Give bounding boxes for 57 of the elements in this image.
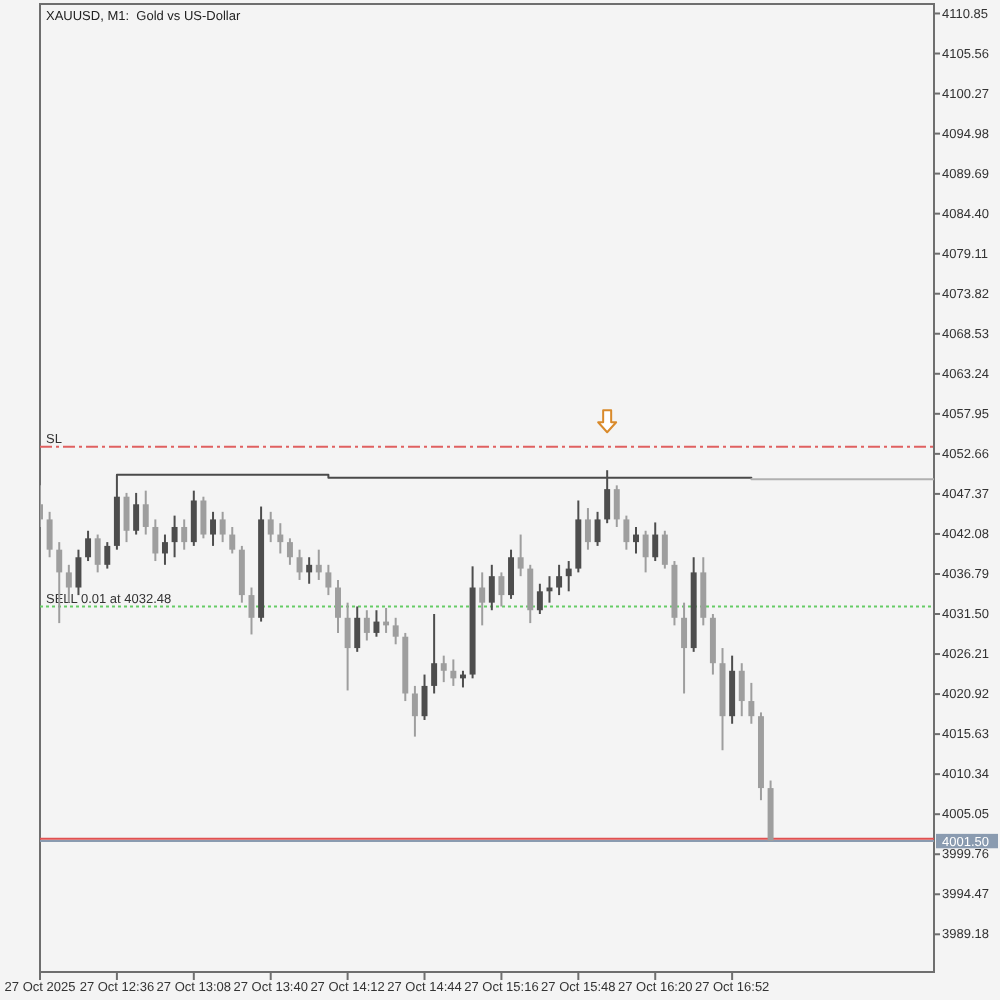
candlestick: [661, 529, 668, 570]
candlestick: [277, 522, 284, 555]
candlestick: [700, 556, 707, 627]
candlestick: [181, 518, 188, 551]
candlestick: [431, 613, 438, 695]
candlestick: [411, 684, 418, 738]
candlestick: [594, 510, 601, 547]
candlestick: [344, 601, 351, 692]
candlestick: [142, 489, 149, 536]
candlestick: [709, 613, 716, 676]
candlestick: [296, 548, 303, 581]
candlestick: [584, 507, 591, 551]
candlestick: [190, 489, 197, 547]
candlestick: [556, 563, 563, 597]
candlestick: [46, 510, 53, 559]
candlestick: [488, 563, 495, 612]
candlestick: [75, 548, 82, 597]
candlestick: [286, 537, 293, 566]
candlestick: [306, 556, 313, 585]
candlestick: [652, 521, 659, 563]
candlestick: [94, 533, 101, 574]
candlestick: [440, 654, 447, 684]
candlestick: [373, 609, 380, 638]
candlestick: [210, 510, 217, 547]
candlestick: [104, 541, 111, 570]
candlestick: [171, 514, 178, 559]
candlestick: [238, 544, 245, 604]
candlestick: [527, 563, 534, 625]
candlestick: [161, 533, 168, 566]
candlestick: [152, 518, 159, 563]
candlestick: [633, 525, 639, 555]
candlestick: [738, 662, 745, 718]
candlestick: [565, 560, 572, 593]
candlestick: [517, 533, 524, 578]
candlestick: [748, 681, 755, 725]
candlestick: [133, 491, 140, 536]
candlestick: [479, 571, 486, 627]
candlestick: [729, 654, 736, 725]
candlestick: [450, 658, 457, 687]
candlestick: [219, 510, 226, 544]
candlestick: [642, 529, 649, 574]
candlestick: [354, 605, 361, 653]
candlestick: [315, 548, 322, 581]
candlestick: [85, 529, 92, 563]
candlestick: [335, 578, 341, 634]
candlestick: [392, 616, 399, 646]
candlestick: [200, 495, 207, 540]
candlestick: [613, 484, 620, 528]
candlestick: [325, 563, 332, 597]
candlestick: [536, 582, 543, 616]
candlestick: [623, 514, 630, 551]
candlestick: [267, 510, 274, 544]
candlestick: [508, 548, 515, 600]
candlestick: [681, 601, 688, 695]
candlestick: [498, 571, 505, 608]
candlestick: [229, 525, 236, 555]
candlestick: [363, 609, 370, 642]
